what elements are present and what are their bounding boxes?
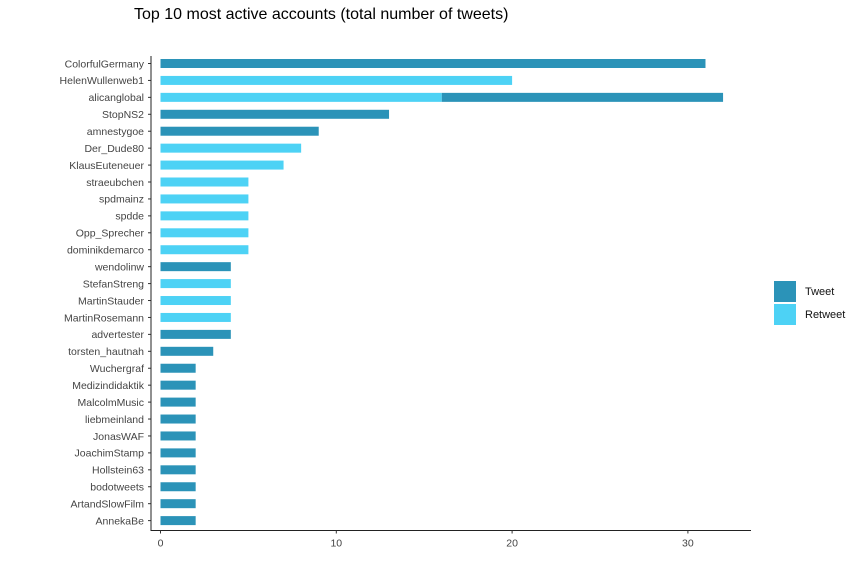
bar-tweet-alicanglobal — [441, 92, 724, 102]
bar-retweet-straeubchen — [160, 177, 249, 187]
bar-tweet-joachimstamp — [160, 448, 196, 458]
y-tick-label-dominikdemarco: dominikdemarco — [67, 245, 144, 257]
y-tick-label-hollstein63: Hollstein63 — [92, 465, 144, 477]
bar-tweet-colorfulgermany — [160, 59, 706, 68]
legend-label-tweet: Tweet — [805, 285, 835, 298]
legend: Tweet Retweet — [774, 280, 845, 326]
chart-title: Top 10 most active accounts (total numbe… — [134, 6, 509, 23]
legend-item-retweet: Retweet — [774, 303, 845, 326]
y-tick-label-liebmeinland: liebmeinland — [85, 414, 144, 426]
bars-layer — [160, 59, 724, 526]
y-tick-label-der-dude80: Der_Dude80 — [84, 143, 144, 155]
y-tick-label-opp-sprecher: Opp_Sprecher — [76, 228, 145, 240]
y-tick-label-medizindidaktik: Medizindidaktik — [72, 380, 145, 392]
y-tick-label-klauseuteneuer: KlausEuteneuer — [69, 160, 144, 172]
y-tick-label-joachimstamp: JoachimStamp — [75, 448, 145, 460]
x-tick-label-10: 10 — [330, 538, 342, 550]
y-tick-label-jonaswaf: JonasWAF — [93, 431, 144, 443]
y-tick-label-martinrosemann: MartinRosemann — [64, 312, 144, 324]
legend-item-tweet: Tweet — [774, 280, 845, 303]
y-axis-labels: ColorfulGermany HelenWullenweb1 alicanglob… — [60, 58, 151, 527]
bar-tweet-wuchergraf — [160, 363, 196, 373]
x-tick-label-20: 20 — [506, 538, 518, 550]
x-axis: 0 10 20 30 — [151, 530, 751, 550]
bar-retweet-alicanglobal — [160, 92, 442, 102]
bar-tweet-wendolinw — [160, 262, 231, 272]
bar-retweet-dominikdemarco — [160, 245, 249, 255]
x-tick-label-30: 30 — [682, 538, 694, 550]
legend-swatch-tweet — [774, 281, 796, 302]
bar-retweet-klauseuteneuer — [160, 160, 284, 170]
legend-swatch-retweet — [774, 304, 796, 325]
y-tick-label-amnestygoe: amnestygoe — [87, 126, 144, 138]
y-tick-label-helenwullenweb1: HelenWullenweb1 — [60, 75, 145, 87]
bar-retweet-spdmainz — [160, 194, 249, 204]
y-tick-label-wuchergraf: Wuchergraf — [90, 363, 144, 375]
bar-retweet-der-dude80 — [160, 143, 302, 153]
bar-retweet-stefanstreng — [160, 279, 231, 289]
bar-tweet-amnestygoe — [160, 126, 319, 136]
bar-retweet-martinrosemann — [160, 312, 231, 322]
y-tick-label-bodotweets: bodotweets — [90, 482, 144, 494]
bar-tweet-annekabe — [160, 516, 196, 526]
y-tick-label-artandslowfilm: ArtandSlowFilm — [70, 498, 144, 510]
y-tick-label-annekabe: AnnekaBe — [96, 515, 145, 527]
bar-tweet-bodotweets — [160, 482, 196, 492]
y-tick-label-spdmainz: spdmainz — [99, 194, 144, 206]
bar-tweet-torsten-hautnah — [160, 346, 214, 356]
bar-tweet-stopns2 — [160, 109, 390, 119]
y-tick-label-alicanglobal: alicanglobal — [89, 92, 144, 104]
bar-retweet-helenwullenweb1 — [160, 75, 513, 85]
y-tick-label-colorfulgermany: ColorfulGermany — [65, 58, 145, 70]
bar-tweet-artandslowfilm — [160, 499, 196, 509]
bar-retweet-martinstauder — [160, 296, 231, 306]
bar-retweet-spdde — [160, 211, 249, 221]
bar-tweet-advertester — [160, 329, 231, 339]
y-tick-label-stopns2: StopNS2 — [102, 109, 144, 121]
y-tick-label-martinstauder: MartinStauder — [78, 295, 144, 307]
y-tick-label-stefanstreng: StefanStreng — [83, 278, 144, 290]
bar-tweet-malcolmmusic — [160, 397, 196, 407]
y-tick-label-torsten-hautnah: torsten_hautnah — [68, 346, 144, 358]
bar-tweet-liebmeinland — [160, 414, 196, 424]
x-tick-label-0: 0 — [158, 538, 164, 550]
bar-tweet-hollstein63 — [160, 465, 196, 475]
bar-tweet-jonaswaf — [160, 431, 196, 441]
bar-tweet-medizindidaktik — [160, 380, 196, 390]
y-tick-label-spdde: spdde — [115, 211, 144, 223]
y-tick-label-straeubchen: straeubchen — [86, 177, 144, 189]
legend-label-retweet: Retweet — [805, 308, 846, 321]
y-tick-label-wendolinw: wendolinw — [94, 261, 144, 273]
y-tick-label-advertester: advertester — [91, 329, 144, 341]
bar-retweet-opp-sprecher — [160, 228, 249, 238]
y-tick-label-malcolmmusic: MalcolmMusic — [77, 397, 144, 409]
